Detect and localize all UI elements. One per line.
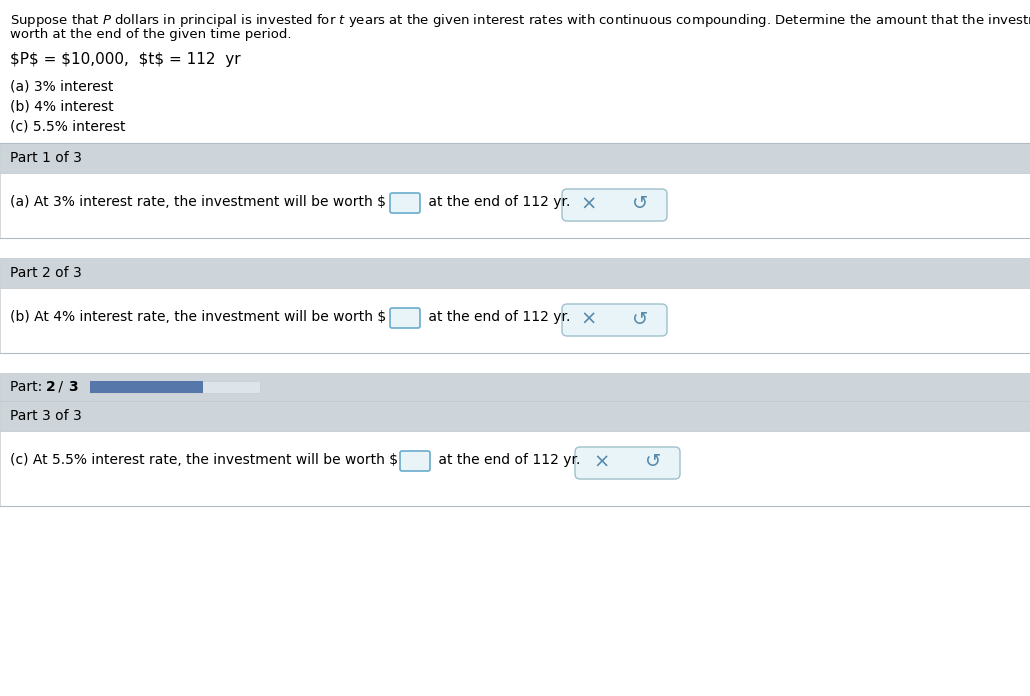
FancyBboxPatch shape [90, 381, 260, 393]
FancyBboxPatch shape [0, 173, 1030, 238]
FancyBboxPatch shape [0, 258, 1030, 288]
Text: ↺: ↺ [631, 310, 648, 329]
FancyBboxPatch shape [390, 308, 420, 328]
Text: at the end of 112 yr.: at the end of 112 yr. [434, 453, 580, 467]
Text: Part 1 of 3: Part 1 of 3 [10, 151, 81, 165]
Text: ×: × [581, 194, 597, 214]
Text: ×: × [594, 452, 610, 471]
Text: worth at the end of the given time period.: worth at the end of the given time perio… [10, 28, 291, 41]
FancyBboxPatch shape [575, 447, 680, 479]
Text: at the end of 112 yr.: at the end of 112 yr. [424, 195, 571, 209]
Text: Part 2 of 3: Part 2 of 3 [10, 266, 81, 280]
Text: Part 3 of 3: Part 3 of 3 [10, 409, 81, 423]
FancyBboxPatch shape [0, 238, 1030, 258]
FancyBboxPatch shape [90, 381, 203, 393]
Text: Suppose that $P$ dollars in principal is invested for $t$ years at the given int: Suppose that $P$ dollars in principal is… [10, 12, 1030, 29]
FancyBboxPatch shape [400, 451, 430, 471]
Text: 2: 2 [46, 380, 56, 394]
FancyBboxPatch shape [562, 304, 667, 336]
FancyBboxPatch shape [0, 143, 1030, 173]
Text: at the end of 112 yr.: at the end of 112 yr. [424, 310, 571, 324]
FancyBboxPatch shape [0, 373, 1030, 401]
FancyBboxPatch shape [0, 431, 1030, 506]
FancyBboxPatch shape [390, 193, 420, 213]
FancyBboxPatch shape [0, 401, 1030, 431]
FancyBboxPatch shape [0, 288, 1030, 353]
Text: Part:: Part: [10, 380, 46, 394]
Text: (b) At 4% interest rate, the investment will be worth $: (b) At 4% interest rate, the investment … [10, 310, 386, 324]
Text: ↺: ↺ [631, 194, 648, 214]
Text: 3: 3 [68, 380, 77, 394]
Text: (c) At 5.5% interest rate, the investment will be worth $: (c) At 5.5% interest rate, the investmen… [10, 453, 399, 467]
FancyBboxPatch shape [562, 189, 667, 221]
Text: /: / [54, 380, 67, 394]
Text: ↺: ↺ [645, 452, 661, 471]
Text: $P$ = $10,000,  $t$ = 112  yr: $P$ = $10,000, $t$ = 112 yr [10, 52, 241, 67]
Text: (a) At 3% interest rate, the investment will be worth $: (a) At 3% interest rate, the investment … [10, 195, 386, 209]
Text: (c) 5.5% interest: (c) 5.5% interest [10, 120, 126, 134]
FancyBboxPatch shape [0, 353, 1030, 373]
Text: ×: × [581, 310, 597, 329]
Text: (a) 3% interest: (a) 3% interest [10, 80, 113, 94]
Text: (b) 4% interest: (b) 4% interest [10, 100, 113, 114]
